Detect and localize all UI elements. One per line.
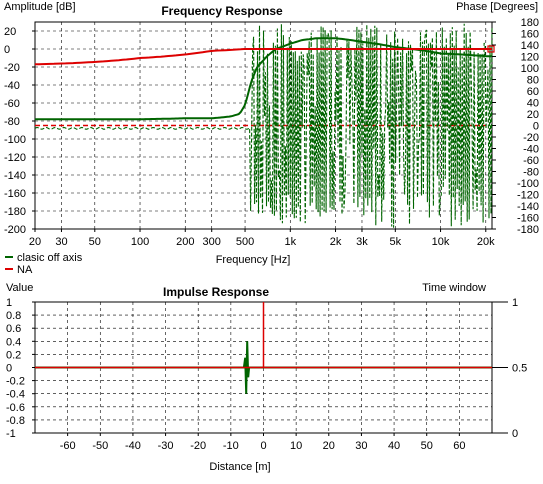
freq-x-tick-label: 10k	[432, 236, 450, 248]
freq-x-tick-label: 3k	[356, 236, 368, 248]
freq-y2-tick-label: -120	[517, 190, 539, 202]
impulse-x-tick-label: -50	[92, 440, 108, 452]
impulse-y-tick-label: 0.6	[6, 323, 21, 335]
freq-y-tick-label: -180	[4, 206, 26, 218]
freq-y2-tick-label: 180	[521, 17, 539, 29]
freq-y-tick-label: -20	[4, 62, 20, 74]
freq-x-tick-label: 20k	[477, 236, 495, 248]
freq-x-tick-label: 200	[176, 236, 194, 248]
freq-x-tick-label: 20	[29, 236, 41, 248]
freq-y2-tick-label: 100	[521, 63, 539, 75]
impulse-x-tick-label: 20	[323, 440, 335, 452]
freq-y2-tick-label: 20	[527, 109, 539, 121]
impulse-y2label: Time window	[422, 282, 486, 294]
impulse-x-tick-label: -40	[125, 440, 141, 452]
freq-y-tick-label: 20	[4, 26, 16, 38]
impulse-series	[35, 302, 492, 394]
freq-y-tick-label: 0	[4, 44, 10, 56]
freq-y-tick-label: -40	[4, 80, 20, 92]
impulse-x-tick-label: 40	[388, 440, 400, 452]
impulse-x-tick-label: -10	[223, 440, 239, 452]
freq-y2-tick-label: 60	[527, 86, 539, 98]
freq-y2-tick-label: -140	[517, 201, 539, 213]
freq-y2-tick-label: -80	[523, 167, 539, 179]
freq-tick-labels: 20 30 50 100 200 300 500 1k 2k 3k 5k 10k 20k200-20-4…	[4, 17, 539, 248]
freq-x-tick-label: 30	[55, 236, 67, 248]
impulse-ylabel: Value	[6, 282, 33, 294]
freq-y-tick-label: -100	[4, 134, 26, 146]
impulse-x-tick-label: 60	[453, 440, 465, 452]
impulse-y2-tick-label: 0.5	[512, 363, 527, 375]
legend-label-clasic-off-axis: clasic off axis	[17, 252, 83, 264]
freq-y2-tick-label: 140	[521, 40, 539, 52]
freq-y2-tick-label: 40	[527, 98, 539, 110]
impulse-y2-tick-label: 0	[512, 428, 518, 440]
series-na-amplitude	[34, 48, 492, 66]
impulse-x-tick-label: -20	[190, 440, 206, 452]
freq-y2-tick-label: 120	[521, 52, 539, 64]
freq-y2-tick-label: 160	[521, 29, 539, 41]
freq-y2-tick-label: 0	[533, 121, 539, 133]
freq-x-tick-label: 100	[131, 236, 149, 248]
impulse-x-tick-label: 10	[290, 440, 302, 452]
impulse-y-tick-label: -0.6	[6, 402, 25, 414]
freq-y2-tick-label: -20	[523, 132, 539, 144]
freq-y2-tick-label: 80	[527, 75, 539, 87]
impulse-response-chart[interactable]: -60 -50 -40 -30 -20 -10 0 10 20 30 40 50 6010.80.60.…	[6, 282, 527, 473]
legend: clasic off axis NA	[5, 252, 83, 276]
freq-y2-tick-label: -40	[523, 144, 539, 156]
freq-y2-tick-label: -180	[517, 224, 539, 236]
impulse-y-tick-label: 0	[6, 363, 12, 375]
impulse-y-tick-label: 0.8	[6, 310, 21, 322]
freq-y2-tick-label: -60	[523, 155, 539, 167]
impulse-y-tick-label: -1	[6, 428, 16, 440]
freq-x-tick-label: 300	[203, 236, 221, 248]
impulse-tick-labels: -60 -50 -40 -30 -20 -10 0 10 20 30 40 50 6010.80.60.…	[6, 297, 527, 452]
series-na-end-marker	[487, 45, 495, 53]
impulse-x-tick-label: 0	[260, 440, 266, 452]
impulse-x-tick-label: 30	[355, 440, 367, 452]
freq-series	[34, 23, 495, 228]
impulse-y-tick-label: 1	[6, 297, 12, 309]
impulse-y-tick-label: 0.2	[6, 349, 21, 361]
freq-y-tick-label: -80	[4, 116, 20, 128]
freq-title: Frequency Response	[161, 4, 283, 18]
freq-x-tick-label: 2k	[330, 236, 342, 248]
frequency-response-chart[interactable]: 20 30 50 100 200 300 500 1k 2k 3k 5k 10k 20k200-20-4…	[4, 1, 539, 276]
impulse-x-tick-label: -60	[60, 440, 76, 452]
impulse-y-tick-label: -0.8	[6, 415, 25, 427]
impulse-series-na	[35, 302, 492, 369]
freq-y2label: Phase [Degrees]	[456, 1, 538, 13]
freq-x-tick-label: 5k	[390, 236, 402, 248]
freq-x-tick-label: 50	[89, 236, 101, 248]
freq-ylabel: Amplitude [dB]	[4, 1, 76, 13]
series-clasic-off-axis-phase	[34, 23, 493, 228]
freq-y-tick-label: -120	[4, 152, 26, 164]
impulse-y-tick-label: -0.4	[6, 389, 25, 401]
freq-y-tick-label: -200	[4, 224, 26, 236]
impulse-x-tick-label: 50	[421, 440, 433, 452]
freq-y2-tick-label: -100	[517, 178, 539, 190]
freq-x-tick-label: 1k	[284, 236, 296, 248]
impulse-y2-tick-label: 1	[512, 297, 518, 309]
impulse-y-tick-label: 0.4	[6, 336, 21, 348]
freq-xlabel: Frequency [Hz]	[216, 254, 291, 266]
freq-y-tick-label: -160	[4, 188, 26, 200]
freq-y2-tick-label: -160	[517, 213, 539, 225]
impulse-xlabel: Distance [m]	[209, 461, 270, 473]
freq-x-tick-label: 500	[236, 236, 254, 248]
freq-y-tick-label: -140	[4, 170, 26, 182]
impulse-title: Impulse Response	[163, 285, 269, 299]
impulse-y-tick-label: -0.2	[6, 376, 25, 388]
impulse-x-tick-label: -30	[158, 440, 174, 452]
legend-label-na: NA	[17, 264, 33, 276]
freq-y-tick-label: -60	[4, 98, 20, 110]
